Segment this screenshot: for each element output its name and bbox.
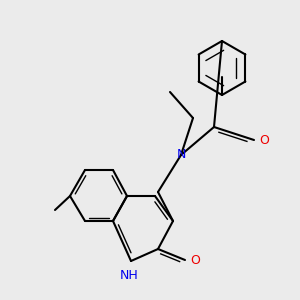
Text: NH: NH bbox=[120, 269, 138, 282]
Text: N: N bbox=[176, 148, 186, 161]
Text: O: O bbox=[190, 254, 200, 268]
Text: O: O bbox=[259, 134, 269, 148]
